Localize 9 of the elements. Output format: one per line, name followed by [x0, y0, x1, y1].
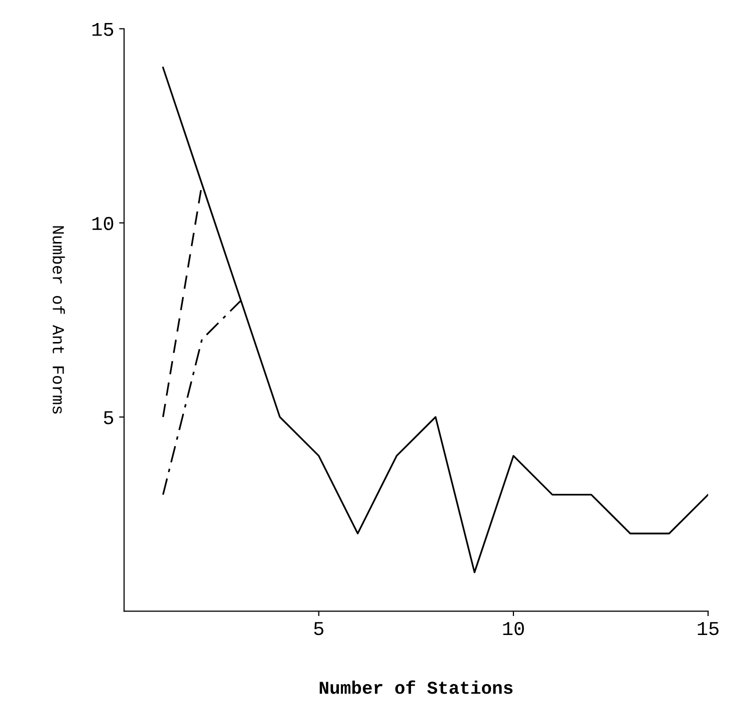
line-series: [162, 66, 708, 574]
x-tick-label: 5: [314, 622, 324, 636]
y-tick-label: 10: [92, 216, 114, 230]
x-tick-label: 15: [698, 622, 719, 636]
y-axis-title: Number of Ant Forms: [52, 226, 65, 414]
y-tick-label: 5: [104, 411, 114, 424]
x-tick-label: 10: [503, 622, 524, 636]
x-axis-title: Number of Stations: [320, 680, 513, 694]
y-tick-label: 15: [92, 22, 114, 36]
